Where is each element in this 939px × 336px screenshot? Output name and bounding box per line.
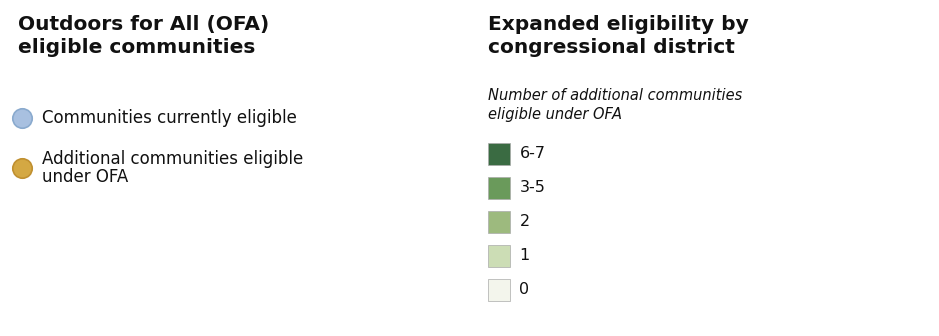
- Text: 2: 2: [519, 214, 530, 229]
- Text: Communities currently eligible: Communities currently eligible: [42, 109, 297, 127]
- Text: Additional communities eligible: Additional communities eligible: [42, 150, 303, 168]
- Text: 6-7: 6-7: [519, 146, 546, 162]
- Text: 1: 1: [519, 249, 530, 263]
- Text: 3-5: 3-5: [519, 180, 546, 196]
- Bar: [487, 177, 510, 199]
- Text: 0: 0: [519, 283, 530, 297]
- Bar: [487, 245, 510, 267]
- Bar: [487, 279, 510, 301]
- Text: Expanded eligibility by
congressional district: Expanded eligibility by congressional di…: [487, 15, 748, 57]
- Bar: [487, 211, 510, 233]
- Bar: [487, 143, 510, 165]
- Text: Outdoors for All (OFA)
eligible communities: Outdoors for All (OFA) eligible communit…: [18, 15, 269, 57]
- Text: Number of additional communities
eligible under OFA: Number of additional communities eligibl…: [487, 88, 742, 122]
- Text: under OFA: under OFA: [42, 168, 129, 186]
